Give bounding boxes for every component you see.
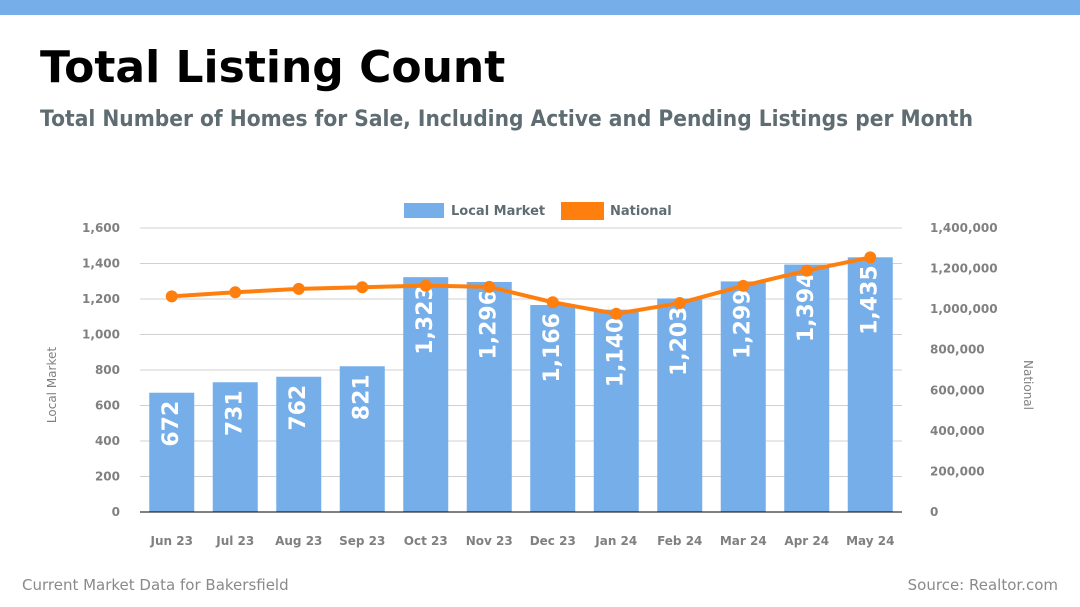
national-point xyxy=(356,281,369,294)
x-tick-label: May 24 xyxy=(846,534,894,548)
national-point xyxy=(292,282,305,295)
top-accent-bar xyxy=(0,0,1080,15)
x-tick-label: Jan 24 xyxy=(594,534,637,548)
y-right-tick-label: 1,000,000 xyxy=(930,302,998,316)
x-tick-label: Mar 24 xyxy=(720,534,767,548)
national-series-line xyxy=(171,255,871,316)
y-left-tick-label: 1,000 xyxy=(82,328,120,342)
bar-data-label: 1,323 xyxy=(413,285,438,355)
bar-data-label: 1,394 xyxy=(794,273,819,343)
y-left-tick-label: 400 xyxy=(95,434,120,448)
national-point xyxy=(737,279,750,292)
y-left-tick-label: 0 xyxy=(112,505,120,519)
y-left-tick-label: 1,600 xyxy=(82,221,120,235)
bar-data-label: 821 xyxy=(350,374,375,420)
bar-data-label: 1,203 xyxy=(667,306,692,376)
x-tick-label: Jun 23 xyxy=(150,534,193,548)
x-tick-label: Apr 24 xyxy=(784,534,829,548)
y-right-tick-label: 600,000 xyxy=(930,383,985,397)
national-point xyxy=(165,290,178,303)
national-point xyxy=(610,307,623,320)
national-point xyxy=(673,297,686,310)
y-right-tick-label: 1,200,000 xyxy=(930,262,998,276)
y-right-tick-label: 0 xyxy=(930,505,938,519)
y-left-tick-label: 1,200 xyxy=(82,292,120,306)
bar-data-label: 672 xyxy=(159,401,184,447)
x-tick-label: Sep 23 xyxy=(339,534,385,548)
bar-data-label: 1,166 xyxy=(540,313,565,383)
legend-swatch-local-market xyxy=(404,203,444,218)
footer-source: Source: Realtor.com xyxy=(907,576,1058,594)
bar-data-label: 1,435 xyxy=(858,265,883,335)
bar-data-label: 1,296 xyxy=(477,290,502,360)
bar-local-market xyxy=(847,257,893,512)
national-point xyxy=(229,286,242,299)
national-point xyxy=(483,280,496,293)
y-right-tick-label: 400,000 xyxy=(930,424,985,438)
x-tick-label: Aug 23 xyxy=(275,534,322,548)
bar-local-market xyxy=(403,277,449,512)
x-tick-label: Dec 23 xyxy=(530,534,576,548)
y-left-tick-label: 1,400 xyxy=(82,257,120,271)
bar-local-market xyxy=(149,392,195,512)
national-point xyxy=(419,279,432,292)
y-left-axis-title: Local Market xyxy=(45,347,59,423)
page-subtitle: Total Number of Homes for Sale, Includin… xyxy=(40,107,974,132)
y-right-tick-label: 1,400,000 xyxy=(930,221,998,235)
x-tick-label: Feb 24 xyxy=(657,534,702,548)
bar-local-market xyxy=(212,382,258,512)
bar-local-market xyxy=(276,376,322,512)
y-right-axis-title: National xyxy=(1021,360,1035,410)
bar-local-market xyxy=(466,281,512,512)
bar-data-label: 1,299 xyxy=(731,289,756,359)
x-tick-label: Oct 23 xyxy=(404,534,448,548)
bar-local-market xyxy=(593,309,639,512)
bar-local-market xyxy=(339,366,385,512)
x-tick-label: Jul 23 xyxy=(215,534,254,548)
legend-swatch-national xyxy=(561,202,604,220)
y-right-tick-label: 800,000 xyxy=(930,343,985,357)
page-title: Total Listing Count xyxy=(40,42,506,93)
national-point xyxy=(800,264,813,277)
y-left-tick-label: 800 xyxy=(95,363,120,377)
footer-market-note: Current Market Data for Bakersfield xyxy=(22,576,289,594)
y-left-tick-label: 600 xyxy=(95,399,120,413)
national-point xyxy=(864,251,877,264)
bar-local-market xyxy=(530,305,576,512)
bar-local-market xyxy=(784,264,830,512)
bar-data-label: 1,140 xyxy=(604,318,629,388)
legend-label-local-market: Local Market xyxy=(451,204,545,219)
legend-label-national: National xyxy=(610,204,672,219)
x-tick-label: Nov 23 xyxy=(466,534,513,548)
bar-local-market xyxy=(657,298,703,512)
y-right-tick-label: 200,000 xyxy=(930,464,985,478)
y-left-tick-label: 200 xyxy=(95,470,120,484)
national-point xyxy=(546,296,559,309)
bar-local-market xyxy=(720,281,766,512)
bar-data-label: 762 xyxy=(286,385,311,431)
bar-data-label: 731 xyxy=(223,390,248,436)
